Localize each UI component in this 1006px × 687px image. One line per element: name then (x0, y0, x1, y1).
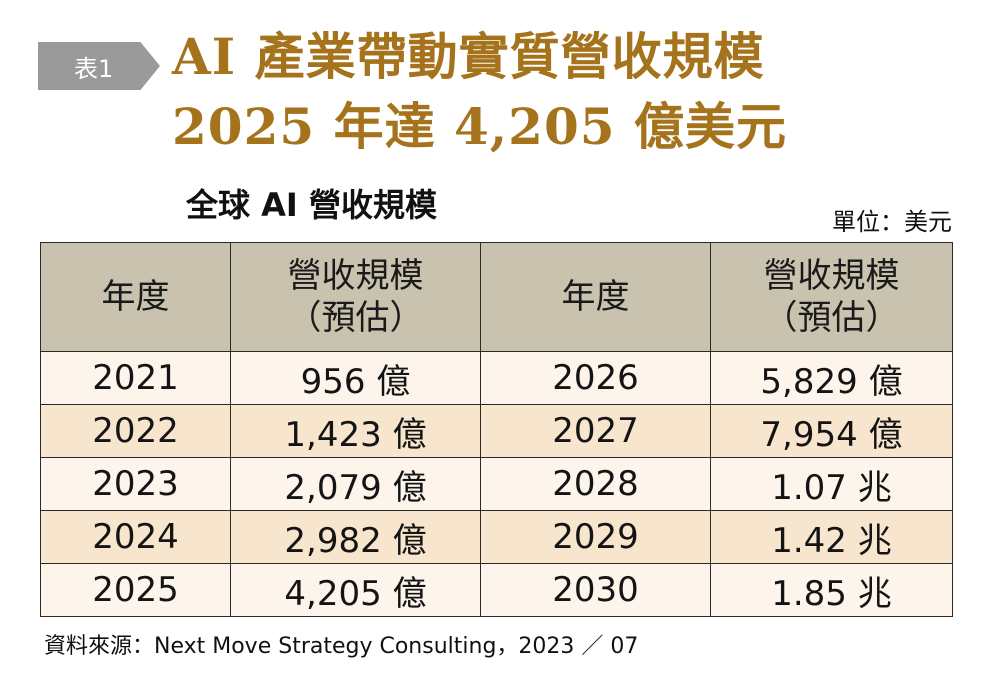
year-cell: 2028 (480, 457, 711, 511)
table-header-row: 年度 營收規模 （預估） 年度 營收規模 （預估） (40, 242, 953, 352)
year-cell: 2023 (40, 457, 231, 511)
year-cell: 2027 (480, 404, 711, 458)
revenue-cell: 5,829 億 (710, 351, 953, 405)
revenue-cell: 2,079 億 (230, 457, 481, 511)
table-row: 2024 2,982 億 2029 1.42 兆 (40, 510, 953, 564)
revenue-cell: 1.42 兆 (710, 510, 953, 564)
year-cell: 2029 (480, 510, 711, 564)
revenue-cell: 4,205 億 (230, 563, 481, 617)
table-row: 2021 956 億 2026 5,829 億 (40, 351, 953, 405)
table-row: 2025 4,205 億 2030 1.85 兆 (40, 563, 953, 617)
title-line-1: AI 產業帶動實質營收規模 (172, 27, 765, 86)
revenue-cell: 1,423 億 (230, 404, 481, 458)
table-number-tag: 表1 (38, 42, 160, 90)
revenue-table: 年度 營收規模 （預估） 年度 營收規模 （預估） 2021 956 億 202… (40, 242, 953, 617)
header-sub: （預估） (763, 298, 900, 338)
year-cell: 2022 (40, 404, 231, 458)
table-subtitle: 全球 AI 營收規模 (186, 186, 437, 224)
page-title: AI 產業帶動實質營收規模 2025 年達 4,205 億美元 (172, 22, 787, 162)
year-cell: 2026 (480, 351, 711, 405)
header-main: 年度 (561, 277, 630, 317)
table-row: 2023 2,079 億 2028 1.07 兆 (40, 457, 953, 511)
title-line-2: 2025 年達 4,205 億美元 (172, 97, 787, 156)
revenue-cell: 2,982 億 (230, 510, 481, 564)
revenue-cell: 956 億 (230, 351, 481, 405)
revenue-cell: 1.85 兆 (710, 563, 953, 617)
revenue-cell: 7,954 億 (710, 404, 953, 458)
source-note: 資料來源：Next Move Strategy Consulting，2023 … (44, 634, 639, 659)
year-cell: 2024 (40, 510, 231, 564)
header-year-left: 年度 (40, 242, 231, 352)
header-main: 營收規模 (287, 256, 424, 296)
year-cell: 2030 (480, 563, 711, 617)
header-main: 年度 (101, 277, 170, 317)
unit-label: 單位：美元 (832, 208, 952, 236)
year-cell: 2025 (40, 563, 231, 617)
table-row: 2022 1,423 億 2027 7,954 億 (40, 404, 953, 458)
header-sub: （預估） (287, 298, 424, 338)
year-cell: 2021 (40, 351, 231, 405)
revenue-cell: 1.07 兆 (710, 457, 953, 511)
header-year-right: 年度 (480, 242, 711, 352)
header-revenue-right: 營收規模 （預估） (710, 242, 953, 352)
header-main: 營收規模 (763, 256, 900, 296)
header-revenue-left: 營收規模 （預估） (230, 242, 481, 352)
